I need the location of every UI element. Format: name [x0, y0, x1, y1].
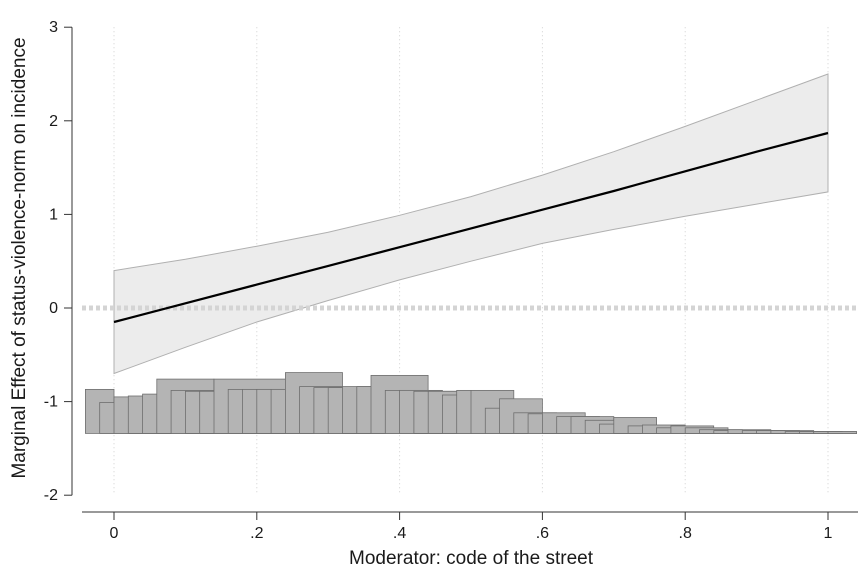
y-axis-title: Marginal Effect of status-violence-norm … [9, 37, 30, 478]
x-tick-label-4: .8 [679, 525, 692, 542]
confidence-band-group [113, 73, 829, 375]
x-axis-title: Moderator: code of the street [349, 548, 594, 569]
x-tick-label-3: .6 [536, 525, 549, 542]
x-tick-label-2: .4 [393, 525, 406, 542]
x-axis-ticks: 0 .2 .4 .6 .8 1 [110, 512, 833, 542]
y-tick-label-2: 0 [49, 300, 58, 317]
axes: -2 -1 0 1 2 3 0 .2 .4 .6 .8 1 [44, 19, 858, 542]
x-tick-label-0: 0 [110, 525, 119, 542]
effect-line-group [113, 131, 829, 324]
histogram-bar-52 [827, 431, 858, 434]
x-tick-label-5: 1 [824, 525, 833, 542]
y-axis-ticks: -2 -1 0 1 2 3 [44, 19, 72, 504]
y-tick-label-3: 1 [49, 206, 58, 223]
y-tick-label-0: -2 [44, 487, 58, 504]
effect-line [113, 131, 829, 324]
y-tick-label-4: 2 [49, 113, 58, 130]
histogram [85, 372, 858, 434]
confidence-band [113, 73, 829, 375]
x-tick-label-1: .2 [250, 525, 263, 542]
y-tick-label-5: 3 [49, 19, 58, 36]
y-tick-label-1: -1 [44, 394, 58, 411]
